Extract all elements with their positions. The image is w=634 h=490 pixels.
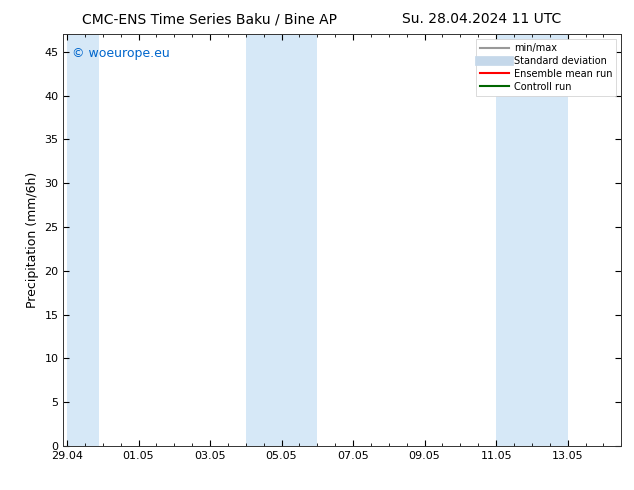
Legend: min/max, Standard deviation, Ensemble mean run, Controll run: min/max, Standard deviation, Ensemble me…	[476, 39, 616, 96]
Bar	[246, 34, 318, 446]
Text: Su. 28.04.2024 11 UTC: Su. 28.04.2024 11 UTC	[402, 12, 562, 26]
Bar	[67, 34, 99, 446]
Text: © woeurope.eu: © woeurope.eu	[72, 47, 169, 60]
Y-axis label: Precipitation (mm/6h): Precipitation (mm/6h)	[26, 172, 39, 308]
Text: CMC-ENS Time Series Baku / Bine AP: CMC-ENS Time Series Baku / Bine AP	[82, 12, 337, 26]
Bar	[496, 34, 567, 446]
